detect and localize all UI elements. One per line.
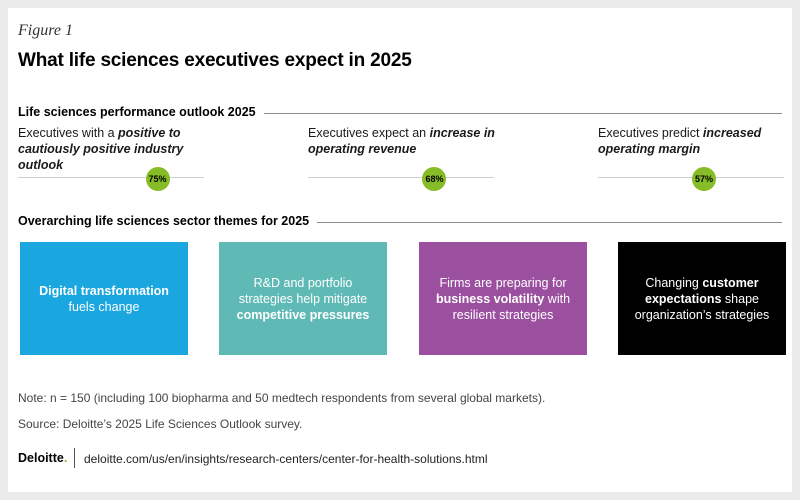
outlook-stat: Executives predict increased operating m… (598, 125, 798, 191)
outlook-stat-text: Executives with a positive to cautiously… (18, 126, 184, 172)
outlook-stat-track (308, 177, 494, 178)
deloitte-logo: Deloitte. (18, 451, 68, 465)
outlook-stat-text: Executives expect an increase in operati… (308, 126, 495, 156)
outlook-stat-value-badge: 68% (422, 167, 447, 191)
themes-divider (18, 222, 782, 223)
figure-card: Figure 1 What life sciences executives e… (8, 8, 792, 492)
outlook-heading: Life sciences performance outlook 2025 (18, 105, 264, 119)
theme-card-business-volatility: Firms are preparing for business volatil… (419, 242, 587, 355)
theme-card-customer-expectations: Changing customer expectations shape org… (618, 242, 786, 355)
outlook-stat-track (598, 177, 784, 178)
theme-card-competitive-pressures: R&D and portfolio strategies help mitiga… (219, 242, 387, 355)
theme-text: R&D and portfolio strategies help mitiga… (236, 275, 370, 322)
outlook-stat-track (18, 177, 204, 178)
figure-title: What life sciences executives expect in … (18, 50, 412, 71)
outlook-stat: Executives expect an increase in operati… (308, 125, 508, 191)
footer-url-link[interactable]: deloitte.com/us/en/insights/research-cen… (84, 452, 488, 466)
theme-text: Firms are preparing for business volatil… (435, 275, 571, 322)
theme-text: Digital transformation fuels change (39, 283, 169, 314)
outlook-stat-value-badge: 57% (692, 167, 717, 191)
footer-separator (74, 448, 75, 468)
themes-heading: Overarching life sciences sector themes … (18, 214, 318, 228)
figure-label: Figure 1 (18, 22, 73, 39)
note-text: Note: n = 150 (including 100 biopharma a… (18, 391, 546, 405)
theme-text: Changing customer expectations shape org… (634, 275, 770, 322)
outlook-stat: Executives with a positive to cautiously… (18, 125, 218, 191)
outlook-divider (18, 113, 782, 114)
outlook-stat-value-badge: 75% (145, 167, 170, 191)
source-text: Source: Deloitte’s 2025 Life Sciences Ou… (18, 417, 303, 431)
outlook-stat-text: Executives predict increased operating m… (598, 126, 762, 156)
theme-card-digital-transformation: Digital transformation fuels change (20, 242, 188, 355)
